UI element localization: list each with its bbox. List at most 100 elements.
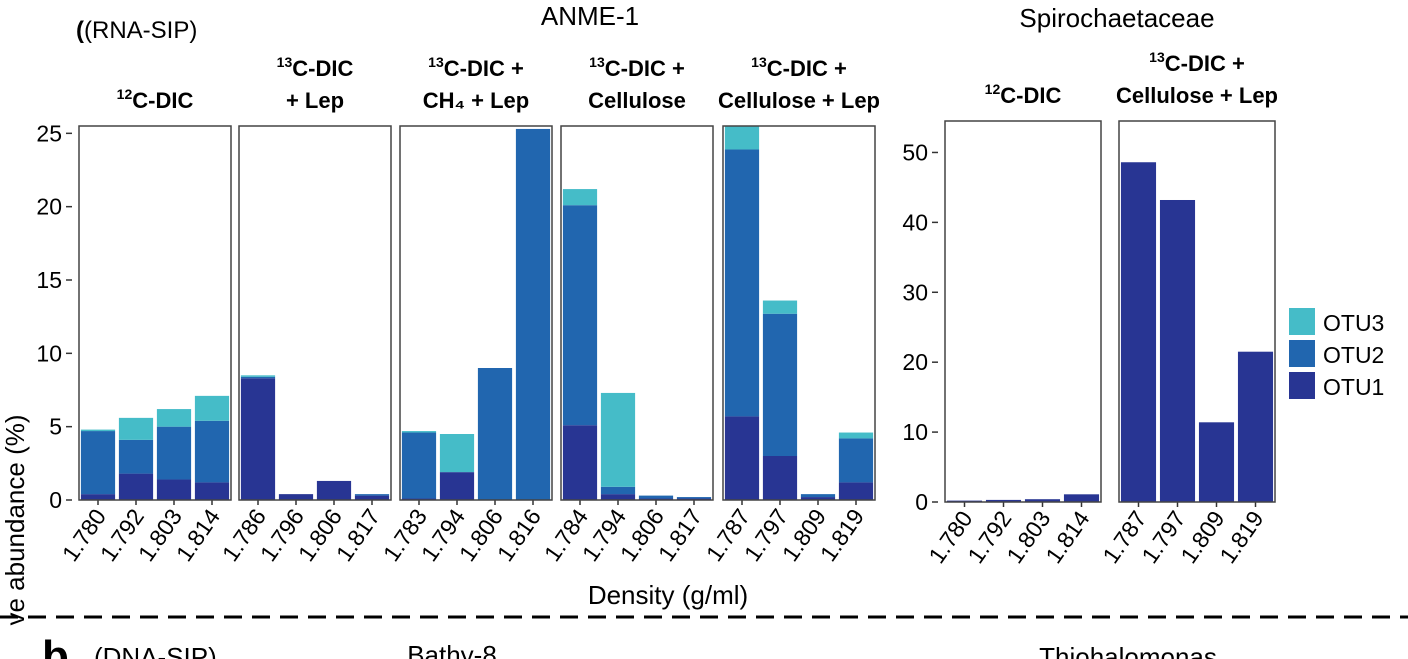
bar-segment-otu3 [80,429,116,432]
legend: OTU3 OTU2 OTU1 [1289,308,1384,400]
anme1-group-title: ANME-1 [541,1,639,31]
bar-segment-otu2 [401,432,437,499]
panel-b-label: (DNA-SIP) [94,642,217,659]
bar-segment-otu1 [278,494,314,500]
bar-segment-otu2 [118,439,154,474]
bar-segment-otu3 [762,300,798,314]
facet-frame [560,125,714,501]
y-tick-label: 15 [36,267,62,293]
bar-segment-otu1 [1159,199,1196,502]
bar-segment-otu2 [800,494,836,498]
bar-segment-otu1 [762,456,798,500]
facet-title-line1: 13C-DIC + [428,54,524,81]
bar-segment-otu2 [724,149,760,417]
spirochaetaceae-group-title: Spirochaetaceae [1019,3,1214,33]
facet-title-line1: 13C-DIC + [751,54,847,81]
facet-title-line2: Cellulose [588,88,686,113]
bar-segment-otu2 [562,205,598,426]
bar-segment-otu1 [194,482,230,500]
bar-segment-otu2 [676,497,712,499]
facet-title-line2: Cellulose + Lep [718,88,880,113]
bar-segment-otu1 [1198,422,1235,502]
x-tick-label: 1.814 [1040,506,1094,568]
bar-segment-otu1 [1063,494,1100,502]
bar-segment-otu1 [838,482,874,500]
bar-segment-otu1 [316,480,352,500]
y-tick-label: 10 [902,419,928,445]
bar-segment-otu3 [724,126,760,150]
panel-b-letter: b [42,632,69,659]
bar-segment-otu2 [838,438,874,483]
legend-swatch-otu1 [1289,372,1315,399]
bar-segment-otu1 [724,416,760,500]
facet-frame [722,125,876,501]
bar-segment-otu2 [477,368,513,500]
y-tick-label: 50 [902,139,928,165]
bathy8-group-title: Bathy-8 [407,640,497,659]
panel-a-label: ((RNA-SIP) [76,17,197,44]
legend-label-otu1: OTU1 [1323,374,1384,400]
bar-segment-otu1 [1120,162,1157,503]
facet-frame [78,125,232,501]
bar-segment-otu1 [1024,499,1061,502]
thiohalomonas-group-title: Thiohalomonas [1039,642,1217,659]
bar-segment-otu1 [985,499,1022,502]
panel-a-label-text: (RNA-SIP) [84,17,197,44]
facet-title-line2: CH₄ + Lep [423,88,529,113]
y-tick-label: 0 [49,487,62,513]
y-tick-label: 25 [36,120,62,146]
bar-segment-otu1 [439,472,475,500]
bar-segment-otu3 [240,375,276,377]
bar-segment-otu3 [562,189,598,206]
bar-segment-otu3 [156,409,192,427]
y-tick-label: 10 [36,340,62,366]
bar-segment-otu3 [401,431,437,433]
bar-segment-otu3 [439,434,475,473]
bar-segment-otu1 [562,425,598,500]
bar-segment-otu2 [600,486,636,495]
bar-segment-otu2 [762,313,798,456]
facet-title-line1: 13C-DIC + [589,54,685,81]
bar-segment-otu1 [800,497,836,500]
bar-segment-otu2 [80,431,116,495]
bar-segment-otu1 [156,479,192,500]
bar-segment-otu1 [1237,351,1274,502]
facet-title-line1: 12C-DIC [117,86,194,113]
bar-segment-otu3 [118,417,154,440]
bar-segment-otu3 [600,392,636,487]
bar-segment-otu1 [354,495,390,500]
y-tick-label: 0 [915,489,928,515]
chart-anme-1: 05101520251.7801.7921.8031.81412C-DIC1.7… [36,54,880,566]
chart-spirochaetaceae: 010203040501.7801.7921.8031.81412C-DIC1.… [902,49,1278,568]
y-tick-label: 40 [902,209,928,235]
facet-frame [399,125,553,501]
bar-segment-otu2 [194,420,230,483]
y-axis-label: ve abundance (%) [0,414,30,625]
bar-segment-otu2 [515,128,551,500]
bar-segment-otu1 [240,378,276,500]
bar-segment-otu3 [194,395,230,421]
bar-segment-otu1 [80,494,116,500]
charts-layer: 05101520251.7801.7921.8031.81412C-DIC1.7… [36,49,1278,568]
facet-frame [1118,120,1276,503]
legend-swatch-otu2 [1289,340,1315,367]
legend-swatch-otu3 [1289,308,1315,335]
bar-segment-otu1 [600,494,636,500]
y-tick-label: 20 [36,194,62,220]
y-tick-label: 5 [49,414,62,440]
bar-segment-otu2 [354,494,390,496]
y-tick-label: 30 [902,279,928,305]
bar-segment-otu1 [118,473,154,500]
x-tick-label: 1.814 [171,504,225,566]
facet-title-line2: Cellulose + Lep [1116,83,1278,108]
facet-title-line1: 12C-DIC [985,81,1062,108]
y-tick-label: 20 [902,349,928,375]
